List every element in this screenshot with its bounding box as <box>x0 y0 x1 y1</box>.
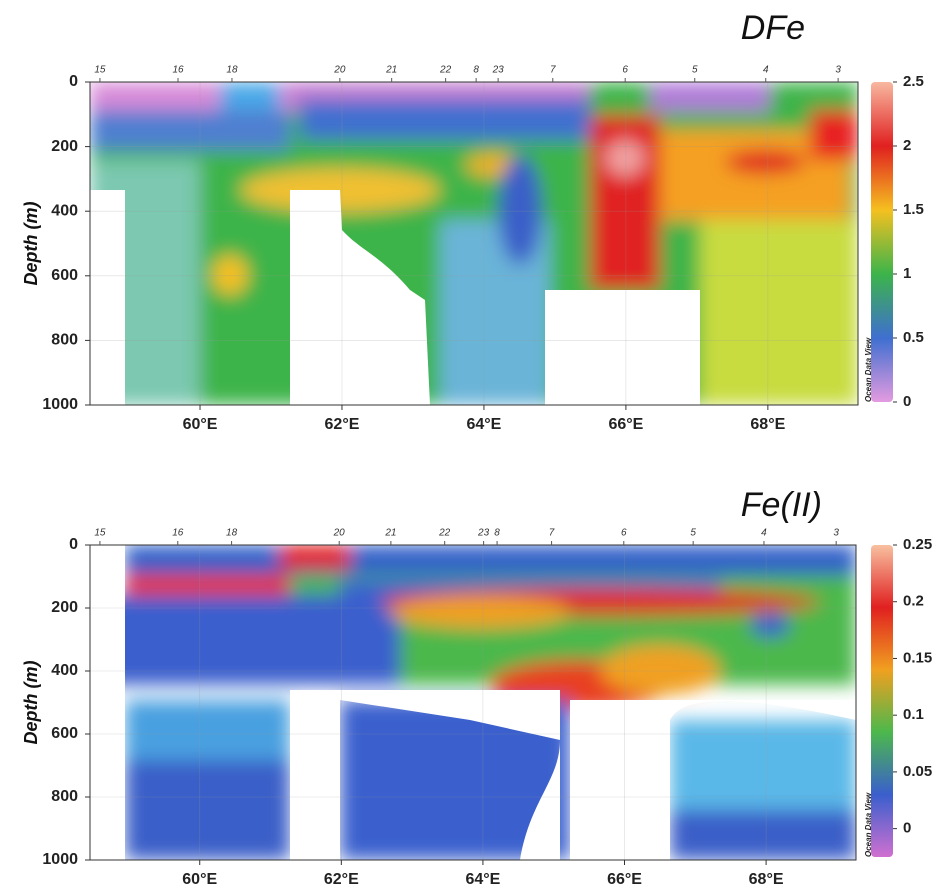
x-tick-label: 68°E <box>750 416 785 433</box>
station-label: 4 <box>763 65 769 76</box>
colorbar-tick-label: 2.5 <box>903 73 924 90</box>
station-label: 21 <box>384 528 396 539</box>
station-label: 18 <box>226 528 238 539</box>
station-label: 3 <box>833 528 839 539</box>
colorbar-tick-label: 1.5 <box>903 201 924 218</box>
chart-title: DFe <box>741 9 805 47</box>
x-tick-label: 60°E <box>183 416 218 433</box>
station-label: 22 <box>438 528 451 539</box>
station-label: 4 <box>761 528 767 539</box>
y-tick-label: 600 <box>51 267 78 284</box>
x-tick-label: 64°E <box>466 416 501 433</box>
station-label: 23 <box>492 65 505 76</box>
station-label: 20 <box>333 528 346 539</box>
contour-field <box>90 545 856 860</box>
colorbar <box>871 545 893 857</box>
contour-field <box>90 82 858 405</box>
watermark: Ocean Data View <box>864 337 873 402</box>
x-tick-label: 62°E <box>325 416 360 433</box>
y-tick-label: 0 <box>69 73 78 90</box>
station-label: 23 <box>477 528 490 539</box>
station-label: 5 <box>690 528 696 539</box>
y-tick-label: 400 <box>51 662 78 679</box>
x-tick-label: 64°E <box>465 871 500 888</box>
plot-frame <box>89 544 857 861</box>
colorbar <box>871 82 893 402</box>
colorbar-tick-label: 1 <box>903 265 911 282</box>
colorbar-tick-label: 2 <box>903 137 911 154</box>
station-label: 3 <box>835 65 841 76</box>
station-label: 7 <box>549 528 555 539</box>
station-label: 21 <box>385 65 397 76</box>
colorbar-tick-label: 0.2 <box>903 593 924 610</box>
colorbar-tick-label: 0.5 <box>903 329 924 346</box>
colorbar-tick-label: 0 <box>903 393 911 410</box>
station-label: 18 <box>226 65 238 76</box>
station-label: 8 <box>473 65 479 76</box>
plot-frame <box>89 81 859 406</box>
colorbar-tick-label: 0.15 <box>903 649 932 666</box>
x-tick-label: 66°E <box>608 416 643 433</box>
y-axis-label: Depth (m) <box>21 202 41 286</box>
watermark: Ocean Data View <box>864 792 873 857</box>
station-label: 15 <box>94 528 106 539</box>
y-tick-label: 200 <box>51 599 78 616</box>
x-tick-label: 68°E <box>749 871 784 888</box>
x-tick-label: 66°E <box>607 871 642 888</box>
station-label: 22 <box>439 65 452 76</box>
y-tick-label: 1000 <box>42 851 78 868</box>
chart-title: Fe(II) <box>741 486 822 524</box>
y-tick-label: 800 <box>51 332 78 349</box>
colorbar-tick-label: 0.1 <box>903 706 924 723</box>
x-tick-label: 60°E <box>182 871 217 888</box>
y-tick-label: 200 <box>51 138 78 155</box>
station-label: 6 <box>622 65 628 76</box>
station-label: 20 <box>333 65 346 76</box>
station-label: 7 <box>550 65 556 76</box>
y-tick-label: 400 <box>51 202 78 219</box>
colorbar-tick-label: 0.05 <box>903 763 932 780</box>
colorbar-tick-label: 0 <box>903 820 911 837</box>
x-tick-label: 62°E <box>324 871 359 888</box>
colorbar-tick-label: 0.25 <box>903 536 932 553</box>
station-label: 6 <box>621 528 627 539</box>
station-label: 16 <box>172 65 184 76</box>
y-tick-label: 1000 <box>42 396 78 413</box>
y-axis-label: Depth (m) <box>21 661 41 745</box>
y-tick-label: 600 <box>51 725 78 742</box>
station-label: 15 <box>94 65 106 76</box>
y-tick-label: 0 <box>69 536 78 553</box>
station-label: 8 <box>494 528 500 539</box>
station-label: 16 <box>172 528 184 539</box>
station-label: 5 <box>692 65 698 76</box>
y-tick-label: 800 <box>51 788 78 805</box>
